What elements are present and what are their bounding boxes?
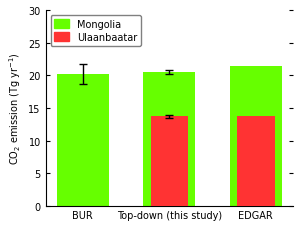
Y-axis label: CO$_2$ emission (Tg yr$^{-1}$): CO$_2$ emission (Tg yr$^{-1}$) bbox=[7, 52, 23, 165]
Bar bbox=[151, 117, 188, 206]
Bar bbox=[143, 73, 195, 206]
Bar bbox=[237, 116, 274, 206]
Bar bbox=[230, 67, 282, 206]
Legend: Mongolia, Ulaanbaatar: Mongolia, Ulaanbaatar bbox=[50, 16, 141, 46]
Bar bbox=[57, 75, 109, 206]
